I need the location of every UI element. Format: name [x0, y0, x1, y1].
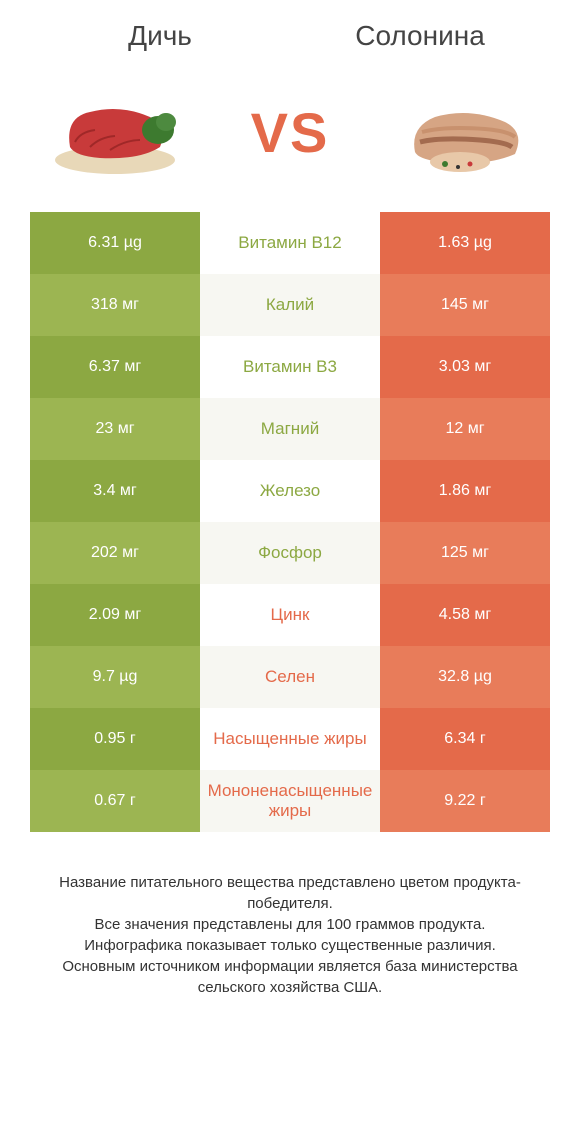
table-row: 202 мгФосфор125 мг: [30, 522, 550, 584]
table-row: 0.95 гНасыщенные жиры6.34 г: [30, 708, 550, 770]
nutrient-name-cell: Витамин B12: [200, 212, 380, 274]
left-value-cell: 318 мг: [30, 274, 200, 336]
right-value-cell: 4.58 мг: [380, 584, 550, 646]
nutrient-name-cell: Насыщенные жиры: [200, 708, 380, 770]
left-value-cell: 202 мг: [30, 522, 200, 584]
right-value-cell: 3.03 мг: [380, 336, 550, 398]
footer-line: Основным источником информации является …: [40, 956, 540, 998]
nutrient-name-cell: Калий: [200, 274, 380, 336]
right-value-cell: 9.22 г: [380, 770, 550, 832]
right-value-cell: 125 мг: [380, 522, 550, 584]
table-row: 6.37 мгВитамин B33.03 мг: [30, 336, 550, 398]
right-value-cell: 1.86 мг: [380, 460, 550, 522]
nutrient-name-cell: Селен: [200, 646, 380, 708]
right-value-cell: 6.34 г: [380, 708, 550, 770]
table-row: 3.4 мгЖелезо1.86 мг: [30, 460, 550, 522]
table-row: 6.31 µgВитамин B121.63 µg: [30, 212, 550, 274]
right-value-cell: 145 мг: [380, 274, 550, 336]
left-value-cell: 3.4 мг: [30, 460, 200, 522]
footer-line: Название питательного вещества представл…: [40, 872, 540, 914]
vs-label: VS: [251, 100, 330, 165]
images-row: VS: [30, 82, 550, 182]
left-value-cell: 2.09 мг: [30, 584, 200, 646]
footer-text: Название питательного вещества представл…: [30, 872, 550, 998]
left-value-cell: 0.67 г: [30, 770, 200, 832]
nutrient-name-cell: Витамин B3: [200, 336, 380, 398]
header: Дичь Солонина: [30, 20, 550, 52]
table-row: 23 мгМагний12 мг: [30, 398, 550, 460]
right-value-cell: 12 мг: [380, 398, 550, 460]
table-row: 2.09 мгЦинк4.58 мг: [30, 584, 550, 646]
right-value-cell: 32.8 µg: [380, 646, 550, 708]
left-value-cell: 6.37 мг: [30, 336, 200, 398]
nutrient-name-cell: Цинк: [200, 584, 380, 646]
nutrient-name-cell: Фосфор: [200, 522, 380, 584]
left-food-image: [40, 82, 190, 182]
right-value-cell: 1.63 µg: [380, 212, 550, 274]
right-product-title: Солонина: [290, 20, 550, 52]
footer-line: Все значения представлены для 100 граммо…: [40, 914, 540, 935]
table-row: 318 мгКалий145 мг: [30, 274, 550, 336]
nutrient-name-cell: Магний: [200, 398, 380, 460]
footer-line: Инфографика показывает только существенн…: [40, 935, 540, 956]
table-row: 0.67 гМононенасыщенные жиры9.22 г: [30, 770, 550, 832]
left-value-cell: 9.7 µg: [30, 646, 200, 708]
nutrient-name-cell: Мононенасыщенные жиры: [200, 770, 380, 832]
nutrient-name-cell: Железо: [200, 460, 380, 522]
table-row: 9.7 µgСелен32.8 µg: [30, 646, 550, 708]
left-value-cell: 6.31 µg: [30, 212, 200, 274]
left-value-cell: 0.95 г: [30, 708, 200, 770]
left-value-cell: 23 мг: [30, 398, 200, 460]
comparison-table: 6.31 µgВитамин B121.63 µg318 мгКалий145 …: [30, 212, 550, 832]
right-food-image: [390, 82, 540, 182]
left-product-title: Дичь: [30, 20, 290, 52]
